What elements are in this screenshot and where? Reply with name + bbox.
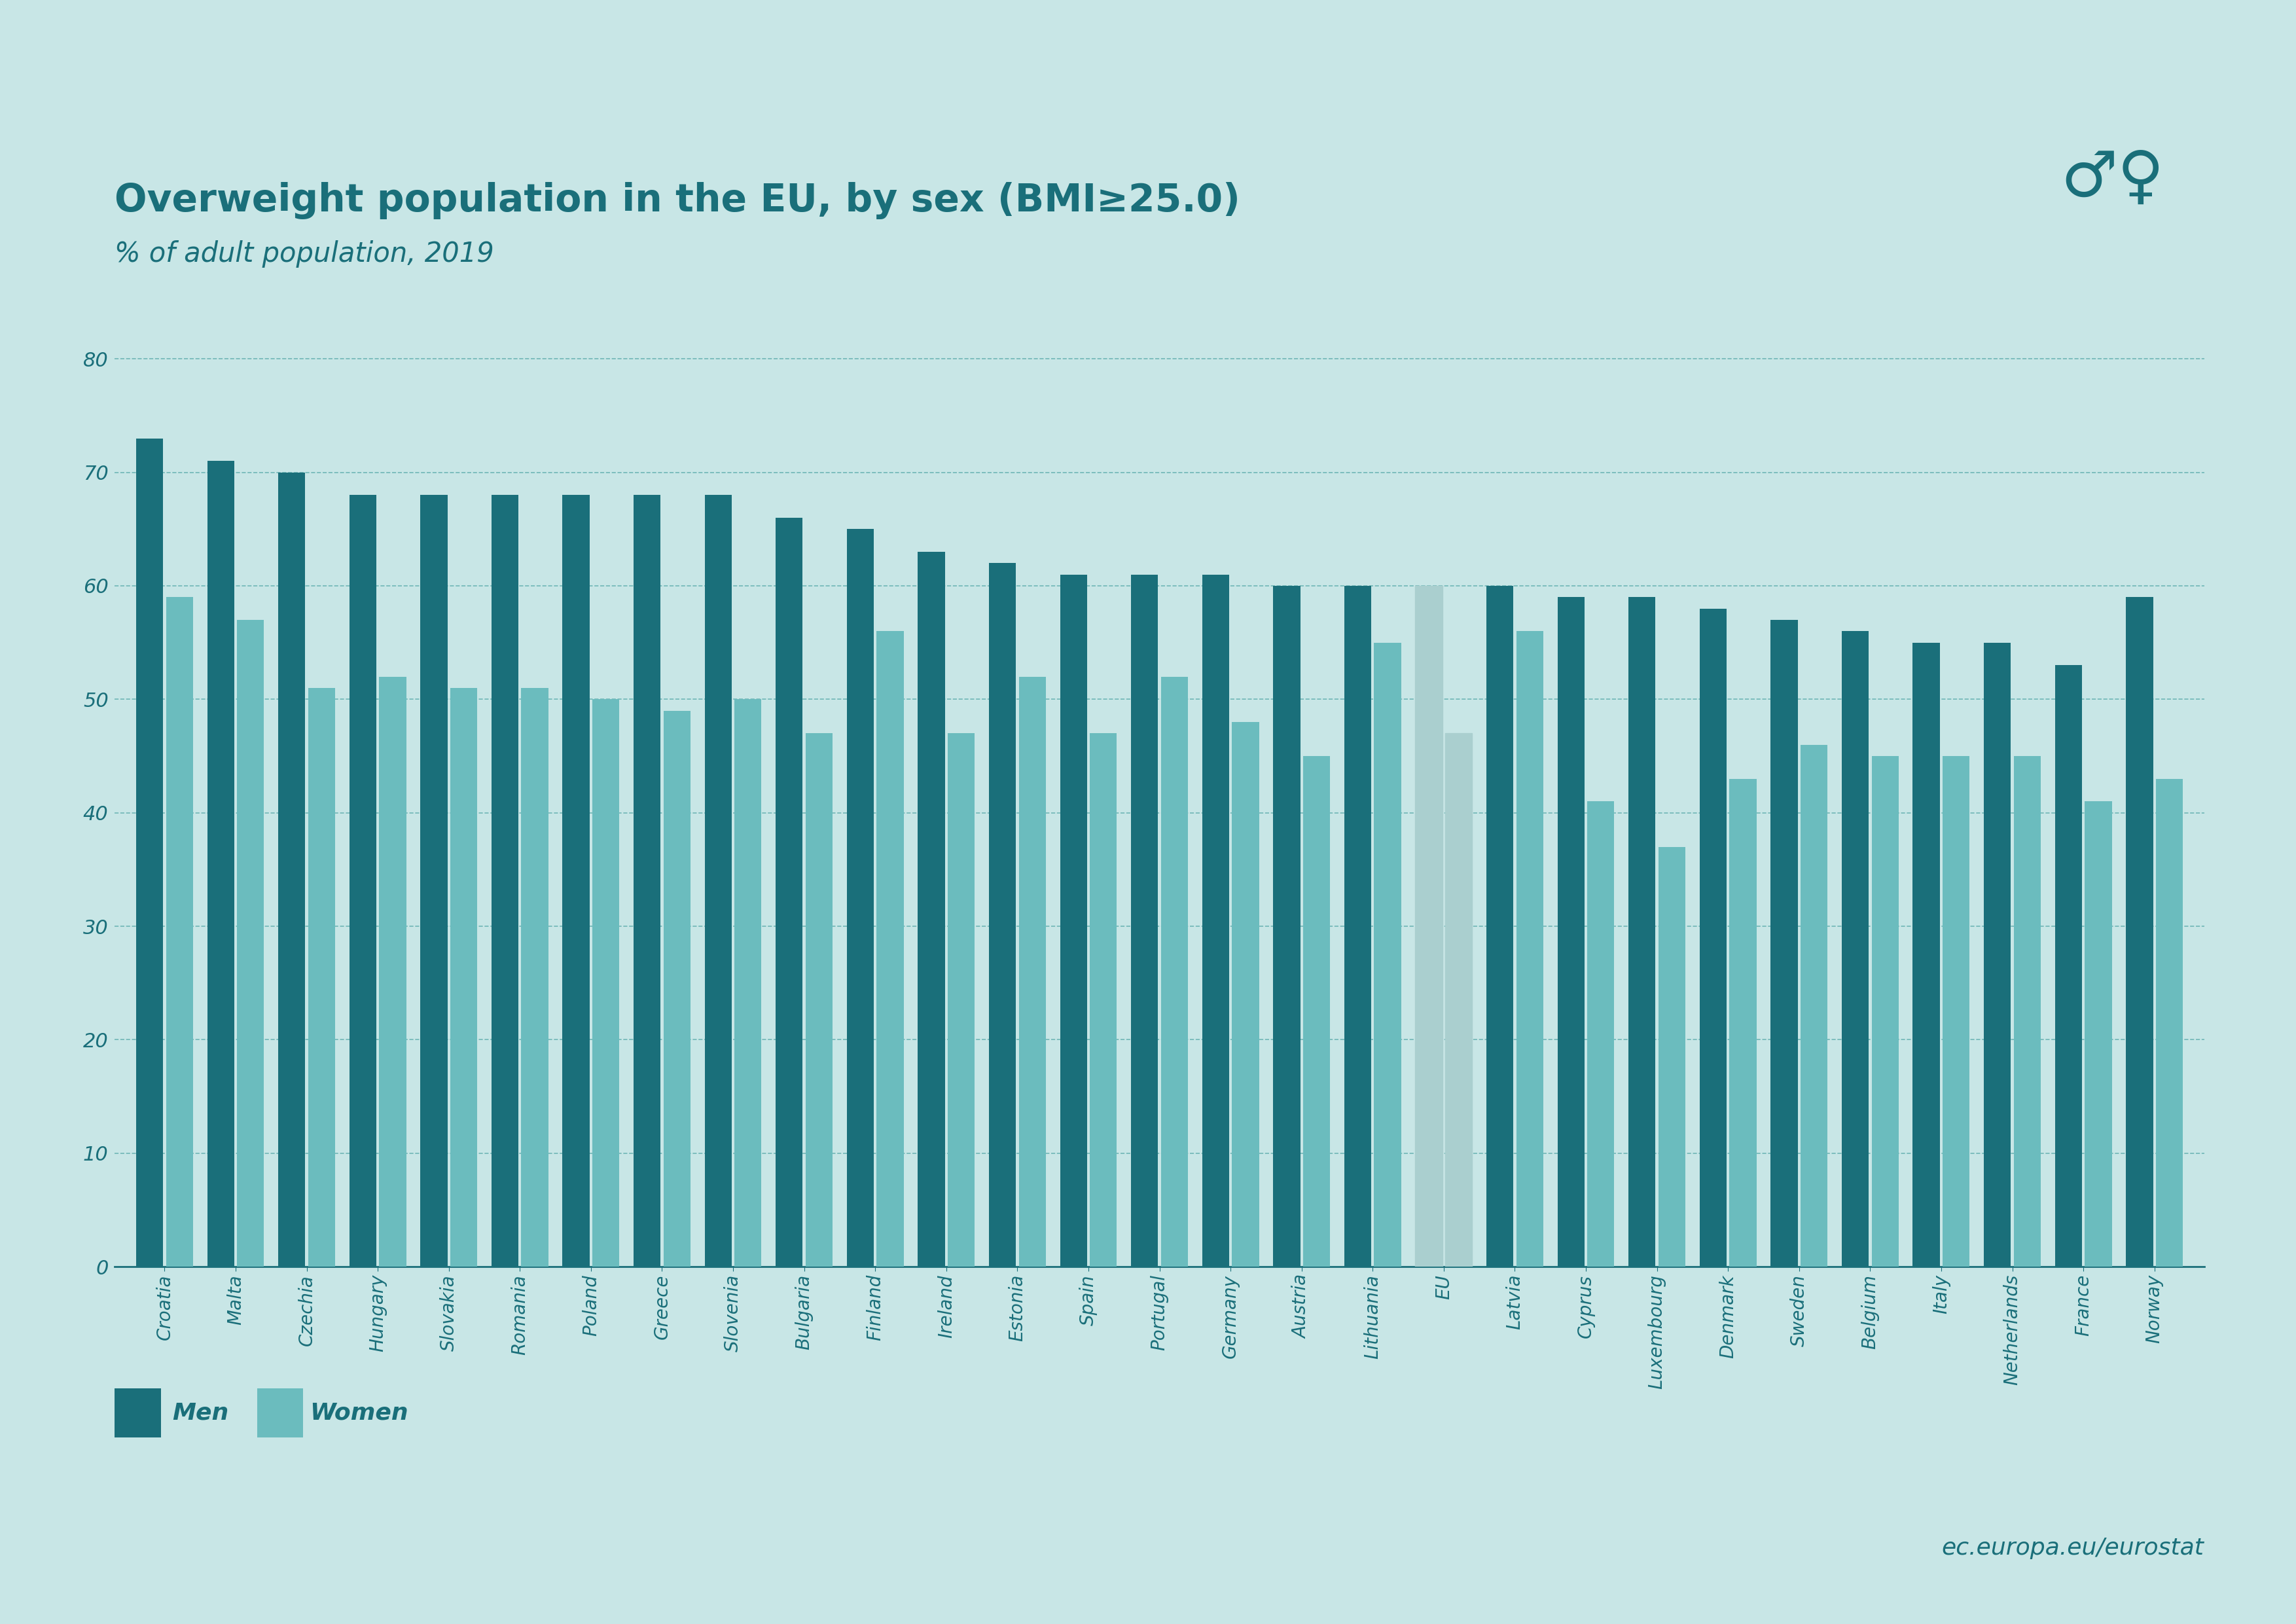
Bar — [1019, 677, 1045, 1267]
Bar — [278, 473, 305, 1267]
Bar — [1132, 575, 1157, 1267]
Bar — [592, 700, 620, 1267]
Bar — [1699, 609, 1727, 1267]
Bar — [948, 734, 976, 1267]
Bar — [776, 518, 804, 1267]
Bar — [990, 564, 1015, 1267]
Bar — [1414, 586, 1442, 1267]
Bar — [1233, 723, 1258, 1267]
Bar — [1913, 643, 1940, 1267]
Bar — [1871, 757, 1899, 1267]
Bar — [207, 461, 234, 1267]
Bar — [1061, 575, 1086, 1267]
Text: Women: Women — [310, 1402, 409, 1424]
Bar — [1486, 586, 1513, 1267]
Bar — [2156, 780, 2183, 1267]
Bar — [806, 734, 833, 1267]
Bar — [1373, 643, 1401, 1267]
Bar — [1770, 620, 1798, 1267]
Bar — [1729, 780, 1756, 1267]
Bar — [379, 677, 406, 1267]
Bar — [634, 495, 661, 1267]
Bar — [1800, 745, 1828, 1267]
Bar — [918, 552, 946, 1267]
Bar — [705, 495, 732, 1267]
Bar — [1091, 734, 1116, 1267]
Bar — [2085, 801, 2112, 1267]
Bar — [308, 689, 335, 1267]
Bar — [1304, 757, 1329, 1267]
Bar — [521, 689, 549, 1267]
Bar — [664, 711, 691, 1267]
Bar — [1162, 677, 1187, 1267]
Text: Overweight population in the EU, by sex (BMI≥25.0): Overweight population in the EU, by sex … — [115, 182, 1240, 219]
Text: % of adult population, 2019: % of adult population, 2019 — [115, 240, 494, 268]
Bar — [1515, 632, 1543, 1267]
Bar — [1557, 598, 1584, 1267]
Bar — [165, 598, 193, 1267]
Bar — [735, 700, 762, 1267]
Bar — [2055, 666, 2082, 1267]
Bar — [1343, 586, 1371, 1267]
Text: ec.europa.eu/eurostat: ec.europa.eu/eurostat — [1942, 1536, 2204, 1559]
Bar — [1658, 846, 1685, 1267]
Bar — [1203, 575, 1228, 1267]
Bar — [236, 620, 264, 1267]
Bar — [1942, 757, 1970, 1267]
Bar — [877, 632, 905, 1267]
Bar — [2126, 598, 2154, 1267]
Bar — [349, 495, 377, 1267]
Bar — [491, 495, 519, 1267]
Bar — [1984, 643, 2011, 1267]
Bar — [2014, 757, 2041, 1267]
Bar — [450, 689, 478, 1267]
Bar — [1628, 598, 1655, 1267]
Text: ♂♀: ♂♀ — [2060, 148, 2165, 209]
Text: Men: Men — [172, 1402, 230, 1424]
Bar — [135, 438, 163, 1267]
Bar — [1274, 586, 1300, 1267]
Bar — [1587, 801, 1614, 1267]
Bar — [1444, 734, 1472, 1267]
Bar — [563, 495, 590, 1267]
Bar — [1841, 632, 1869, 1267]
Bar — [847, 529, 875, 1267]
Bar — [420, 495, 448, 1267]
